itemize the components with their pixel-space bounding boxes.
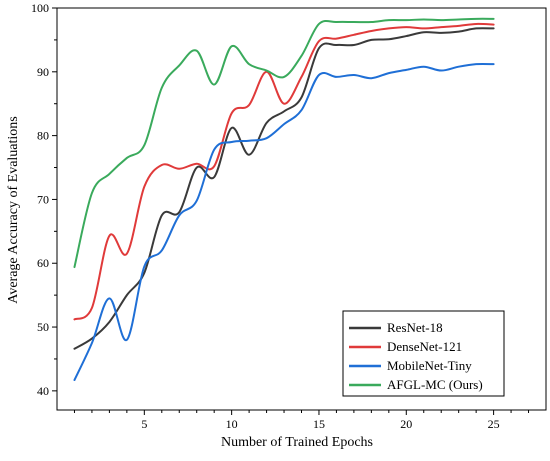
x-tick-label: 25 bbox=[488, 417, 500, 431]
x-axis-title: Number of Trained Epochs bbox=[221, 435, 373, 450]
x-tick-label: 20 bbox=[400, 417, 412, 431]
series-line-afgl-mc-ours bbox=[73, 17, 495, 269]
legend-label-afgl-mc: AFGL-MC (Ours) bbox=[387, 377, 483, 392]
y-tick-label: 70 bbox=[37, 192, 49, 206]
legend-box bbox=[342, 310, 505, 397]
y-axis-title: Average Accuracy of Evaluations bbox=[6, 116, 21, 304]
y-tick-label: 50 bbox=[37, 320, 49, 334]
legend-label-densenet-121: DenseNet-121 bbox=[387, 339, 462, 354]
x-tick-label: 15 bbox=[313, 417, 325, 431]
legend: ResNet-18 DenseNet-121 MobileNet-Tiny AF… bbox=[342, 310, 505, 397]
x-tick-label: 10 bbox=[226, 417, 238, 431]
y-tick-label: 60 bbox=[37, 256, 49, 270]
series-line-densenet-121 bbox=[73, 22, 495, 321]
y-tick-label: 80 bbox=[37, 129, 49, 143]
series-line-resnet-18 bbox=[73, 27, 495, 350]
series-lines bbox=[73, 17, 495, 382]
legend-label-mobilenet-tiny: MobileNet-Tiny bbox=[387, 358, 472, 373]
axis-ticks: 5 10 15 20 25 40 50 60 70 80 90 100 bbox=[31, 1, 530, 431]
y-tick-label: 90 bbox=[37, 65, 49, 79]
legend-label-resnet-18: ResNet-18 bbox=[387, 320, 443, 335]
x-tick-label: 5 bbox=[141, 417, 147, 431]
y-tick-label: 40 bbox=[37, 384, 49, 398]
series-line-mobilenet-tiny bbox=[73, 62, 495, 382]
y-tick-label: 100 bbox=[31, 1, 49, 15]
